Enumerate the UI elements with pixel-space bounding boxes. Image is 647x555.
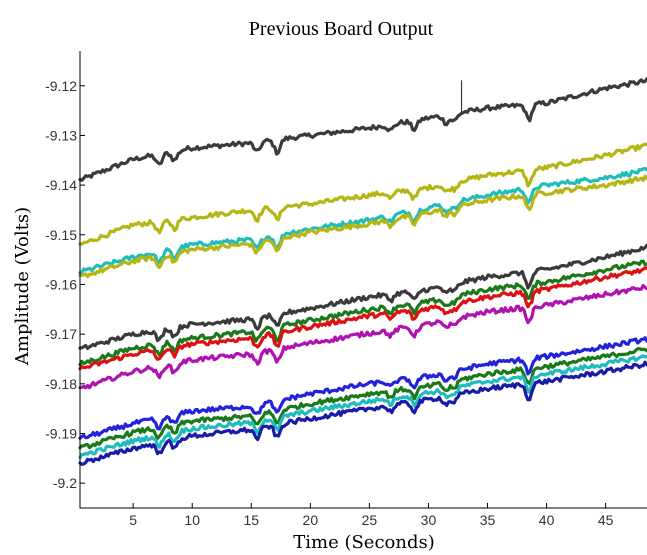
x-tick-label: 5 [129,512,137,528]
series-line-10 [78,347,647,450]
series-line-6 [78,259,647,367]
series-line-12 [78,360,647,466]
y-tick-label: -9.15 [45,227,77,243]
y-axis-label: Amplitude (Volts) [12,207,33,366]
series-line-7 [78,266,647,371]
x-tick-label: 20 [303,512,319,528]
y-tick-label: -9.12 [45,78,77,94]
series-line-5 [78,243,647,350]
x-tick-label: 45 [598,512,614,528]
x-axis-label: Time (Seconds) [293,532,435,553]
x-tick-label: 25 [362,512,378,528]
series-layer [78,77,647,466]
x-tick-label: 15 [243,512,259,528]
y-tick-label: -9.18 [45,376,77,392]
chart-title: Previous Board Output [249,18,434,40]
y-tick-label: -9.14 [45,177,77,193]
series-line-9 [78,336,647,440]
series-line-1 [78,77,647,182]
y-tick-label: -9.16 [45,276,77,292]
x-tick-label: 40 [539,512,555,528]
series-line-11 [78,354,647,460]
x-ticks: 5 10 15 20 25 30 35 40 45 [129,503,614,528]
x-tick-label: 35 [480,512,496,528]
y-ticks: -9.12 -9.13 -9.14 -9.15 -9.16 -9.17 -9.18 -9.19… [45,78,85,491]
plot-frame [79,51,647,509]
series-line-2 [78,142,647,246]
x-tick-label: 30 [421,512,437,528]
y-tick-label: -9.19 [45,425,77,441]
series-line-4 [78,174,647,279]
series-line-3 [78,166,647,275]
axis-layer [79,51,647,509]
x-tick-label: 10 [184,512,200,528]
series-line-8 [78,283,647,390]
y-tick-label: -9.17 [45,326,77,342]
y-tick-label: -9.2 [53,475,77,491]
y-tick-label: -9.13 [45,127,77,143]
